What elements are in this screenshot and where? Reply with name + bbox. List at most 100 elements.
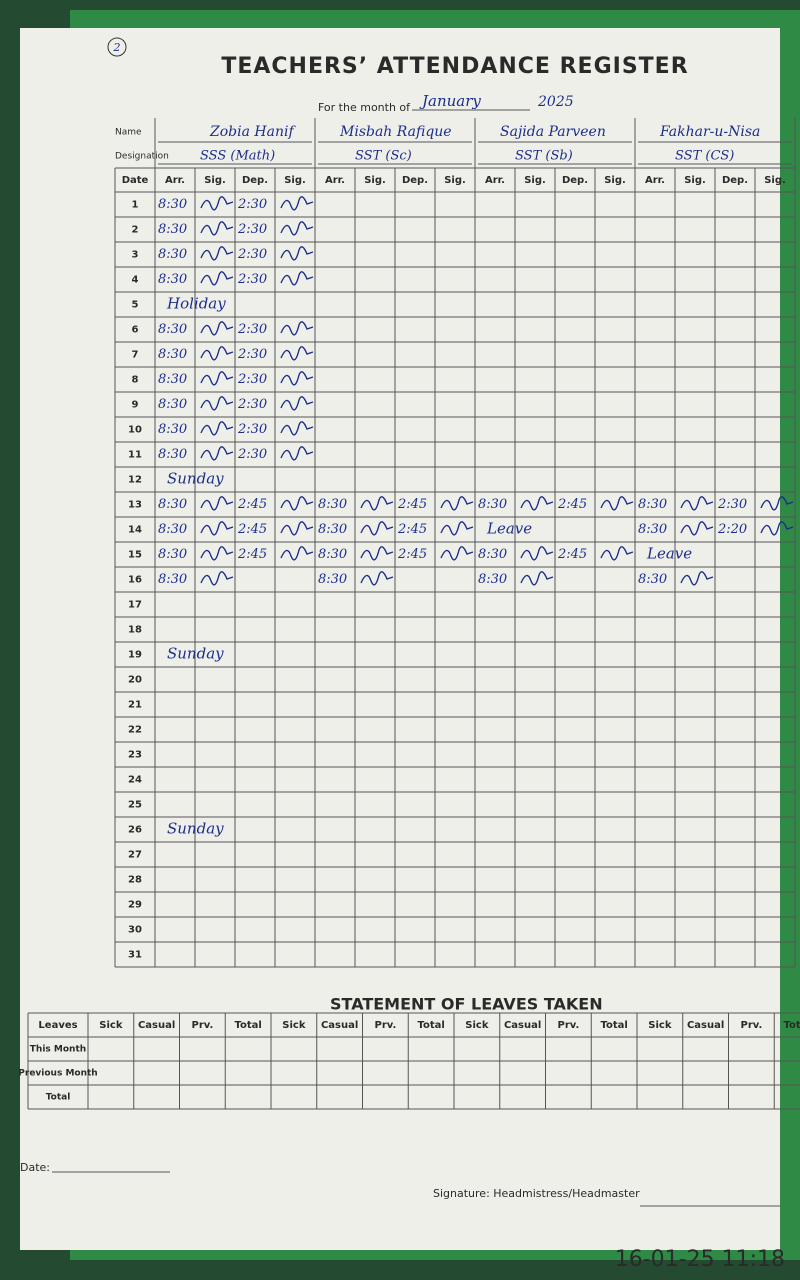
signature	[600, 496, 634, 511]
teacher-name: Sajida Parveen	[500, 124, 606, 140]
signature-label: Signature: Headmistress/Headmaster	[433, 1187, 640, 1200]
teacher-designation: SSS (Math)	[200, 149, 275, 164]
designation-label: Designation	[115, 152, 169, 162]
departure-time: 2:30	[717, 497, 747, 512]
leaves-column: Casual	[321, 1020, 358, 1031]
month-label: For the month of	[318, 101, 411, 114]
leaves-column: Casual	[504, 1020, 541, 1031]
teacher-name: Fakhar-u-Nisa	[659, 124, 760, 140]
column-header: Dep.	[402, 175, 428, 186]
date-number: 12	[128, 475, 142, 486]
date-number: 6	[132, 325, 139, 336]
page-number: 2	[113, 41, 121, 54]
date-number: 5	[132, 300, 139, 311]
arrival-time: 8:30	[158, 522, 187, 537]
departure-time: 2:20	[717, 522, 747, 537]
leaves-column: Prv.	[740, 1020, 762, 1031]
arrival-time: 8:30	[158, 422, 187, 437]
departure-time: 2:45	[237, 547, 267, 562]
day-note: Sunday	[167, 645, 224, 663]
leaves-column: Sick	[282, 1020, 306, 1031]
signature	[200, 321, 234, 336]
column-header: Sig.	[684, 175, 706, 186]
leaves-column: Prv.	[557, 1020, 579, 1031]
date-number: 9	[132, 400, 139, 411]
leaves-title: STATEMENT OF LEAVES TAKEN	[330, 995, 603, 1014]
signature	[200, 196, 234, 211]
day-note: Holiday	[166, 295, 226, 313]
date-number: 21	[128, 700, 142, 711]
signature	[440, 546, 474, 561]
column-header: Dep.	[242, 175, 268, 186]
column-header: Sig.	[204, 175, 226, 186]
date-number: 20	[128, 675, 142, 686]
day-note: Leave	[646, 545, 692, 563]
departure-time: 2:30	[237, 372, 267, 387]
leaves-column: Sick	[465, 1020, 489, 1031]
signature	[360, 521, 394, 536]
leaves-column: Prv.	[374, 1020, 396, 1031]
signature	[200, 221, 234, 236]
leaves-column: Total	[600, 1020, 627, 1031]
column-header: Arr.	[645, 175, 665, 186]
signature	[520, 546, 554, 561]
arrival-time: 8:30	[158, 247, 187, 262]
arrival-time: 8:30	[638, 522, 667, 537]
signature	[280, 496, 314, 511]
leaves-column: Prv.	[191, 1020, 213, 1031]
column-header: Sig.	[284, 175, 306, 186]
signature	[280, 396, 314, 411]
date-number: 29	[128, 900, 142, 911]
column-header: Sig.	[364, 175, 386, 186]
signature	[440, 496, 474, 511]
leaves-column: Total	[417, 1020, 444, 1031]
signature	[200, 571, 234, 586]
date-label: Date:	[20, 1161, 50, 1174]
arrival-time: 8:30	[318, 522, 347, 537]
arrival-time: 8:30	[158, 497, 187, 512]
day-note: Sunday	[167, 470, 224, 488]
arrival-time: 8:30	[158, 547, 187, 562]
signature	[200, 421, 234, 436]
teacher-designation: SST (CS)	[675, 149, 734, 164]
signature	[280, 221, 314, 236]
departure-time: 2:45	[557, 547, 587, 562]
leaves-row-label: This Month	[30, 1045, 86, 1055]
date-number: 8	[132, 375, 139, 386]
leaves-row-label: Previous Month	[18, 1069, 97, 1079]
leaves-column: Total	[234, 1020, 261, 1031]
signature	[600, 546, 634, 561]
arrival-time: 8:30	[158, 222, 187, 237]
leaves-row-label: Total	[46, 1093, 71, 1103]
leaves-header: Leaves	[38, 1020, 77, 1031]
leaves-column: Sick	[648, 1020, 672, 1031]
date-number: 1	[132, 200, 139, 211]
year: 2025	[537, 94, 574, 110]
arrival-time: 8:30	[638, 572, 667, 587]
signature	[280, 246, 314, 261]
date-number: 3	[132, 250, 139, 261]
signature	[520, 571, 554, 586]
arrival-time: 8:30	[318, 547, 347, 562]
teacher-name: Zobia Hanif	[209, 124, 296, 140]
arrival-time: 8:30	[478, 547, 507, 562]
signature	[280, 521, 314, 536]
departure-time: 2:45	[397, 522, 427, 537]
departure-time: 2:45	[237, 497, 267, 512]
date-header: Date	[122, 175, 149, 186]
date-number: 2	[132, 225, 139, 236]
signature	[760, 496, 794, 511]
teacher-name: Misbah Rafique	[339, 124, 452, 140]
date-number: 26	[128, 825, 142, 836]
date-number: 4	[132, 275, 139, 286]
signature	[520, 496, 554, 511]
signature	[280, 321, 314, 336]
date-number: 13	[128, 500, 142, 511]
date-number: 24	[128, 775, 142, 786]
column-header: Sig.	[444, 175, 466, 186]
column-header: Arr.	[165, 175, 185, 186]
arrival-time: 8:30	[158, 447, 187, 462]
signature	[200, 371, 234, 386]
date-number: 30	[128, 925, 142, 936]
